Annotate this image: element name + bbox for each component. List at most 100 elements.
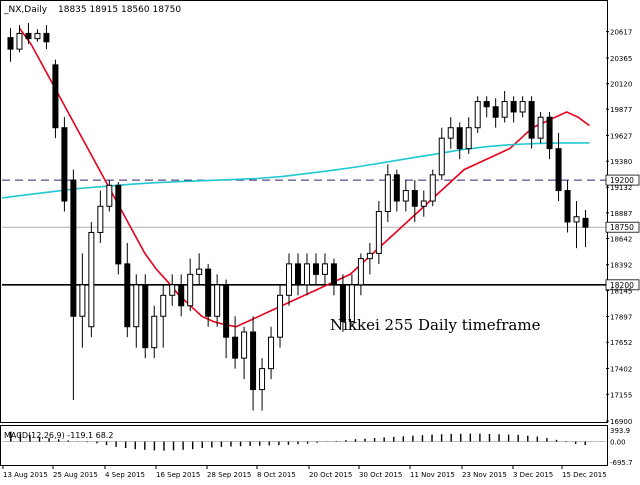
- candle-body: [259, 368, 266, 391]
- candle-body: [250, 331, 257, 391]
- candle-body: [16, 32, 23, 50]
- x-tick-label: 11 Nov 2015: [410, 471, 455, 479]
- candle-body: [124, 263, 131, 328]
- candle-body: [303, 263, 310, 286]
- y-tick-label: 20617: [610, 29, 632, 37]
- candle-body: [384, 174, 391, 212]
- candle-body: [546, 116, 553, 150]
- y-tick-label: 20120: [610, 81, 632, 89]
- candle-body: [286, 263, 293, 296]
- candle-body: [528, 101, 535, 139]
- x-tick-label: 28 Sep 2015: [207, 471, 251, 479]
- candle-body: [411, 190, 418, 207]
- candle-body: [241, 331, 248, 359]
- candle-body: [205, 268, 212, 317]
- candle-body: [142, 284, 149, 349]
- x-tick-label: 4 Sep 2015: [105, 471, 145, 479]
- current-price-box: [605, 221, 640, 233]
- chart-annotation: Nikkei 255 Daily timeframe: [330, 316, 541, 334]
- y-tick-label: 16900: [610, 418, 632, 426]
- candle-body: [232, 336, 239, 359]
- candle-body: [393, 174, 400, 202]
- candle-body: [34, 32, 41, 40]
- candle-body: [88, 231, 95, 328]
- x-tick-label: 8 Oct 2015: [257, 471, 296, 479]
- candle-body: [366, 252, 373, 260]
- candle-body: [429, 174, 436, 202]
- candle-body: [295, 263, 301, 286]
- candle-body: [43, 32, 50, 43]
- x-tick-label: 20 Oct 2015: [309, 471, 352, 479]
- candle-body: [133, 284, 140, 328]
- candle-body: [196, 268, 203, 275]
- candle-body: [456, 127, 463, 150]
- level-label-box: [605, 174, 640, 186]
- current-price-label: 18750: [610, 223, 634, 232]
- ma-fast-line: [18, 27, 590, 328]
- chart-header-symbol: _NX,Daily: [3, 5, 48, 15]
- candle-body: [420, 200, 427, 207]
- candle-body: [555, 148, 562, 192]
- candle-body: [7, 37, 14, 50]
- candle-body: [106, 184, 113, 207]
- macd-tick-label: -695.7: [610, 459, 633, 467]
- candle-body: [187, 273, 194, 307]
- candle-body: [537, 116, 544, 139]
- candle-body: [438, 137, 445, 176]
- y-tick-label: 17897: [610, 314, 632, 322]
- macd-label: MACD(12,26,9) -119.1 68.2: [4, 431, 113, 440]
- y-tick-label: 17155: [610, 391, 632, 399]
- level-label: 19200: [610, 176, 634, 185]
- y-tick-label: 18392: [610, 262, 632, 270]
- x-tick-label: 3 Dec 2015: [513, 471, 553, 479]
- candle-body: [97, 205, 104, 233]
- y-tick-label: 18145: [610, 288, 632, 296]
- x-tick-label: 23 Nov 2015: [462, 471, 507, 479]
- candle-body: [348, 284, 355, 322]
- x-tick-label: 16 Sep 2015: [156, 471, 200, 479]
- candle-body: [483, 101, 490, 108]
- ma-slow-line: [1, 142, 590, 199]
- candle-body: [151, 315, 158, 349]
- y-tick-label: 19627: [610, 132, 632, 140]
- level-label: 18200: [610, 281, 634, 290]
- candle-body: [564, 190, 571, 223]
- candle-body: [79, 284, 86, 317]
- candle-body: [268, 336, 275, 370]
- candle-body: [582, 217, 589, 228]
- candle-body: [61, 127, 68, 202]
- x-tick-label: 13 Aug 2015: [3, 471, 48, 479]
- candle-body: [115, 184, 122, 265]
- chart-header-ohlc: 18835 18915 18560 18750: [58, 5, 181, 15]
- y-tick-label: 19380: [610, 158, 632, 166]
- candle-body: [447, 127, 454, 139]
- x-tick-label: 30 Oct 2015: [359, 471, 402, 479]
- candle-body: [357, 258, 364, 286]
- candle-body: [492, 106, 499, 118]
- candle-body: [70, 179, 77, 317]
- y-tick-label: 17652: [610, 339, 632, 347]
- x-tick-label: 25 Aug 2015: [53, 471, 98, 479]
- candle-body: [330, 263, 337, 286]
- candle-body: [321, 263, 328, 275]
- candle-body: [214, 284, 221, 317]
- candle-body: [519, 101, 526, 113]
- candle-body: [169, 284, 176, 296]
- y-tick-label: 18642: [610, 236, 632, 244]
- candle-body: [402, 190, 409, 202]
- y-tick-label: 18887: [610, 210, 632, 218]
- candle-body: [25, 32, 32, 40]
- candle-body: [339, 284, 346, 322]
- candle-body: [178, 284, 185, 307]
- candle-body: [52, 64, 59, 129]
- candle-body: [474, 101, 481, 129]
- macd-tick-label: 393.9: [610, 427, 630, 435]
- candle-body: [375, 211, 382, 254]
- macd-tick-label: 0.00: [610, 439, 626, 447]
- y-tick-label: 20365: [610, 55, 632, 63]
- y-tick-label: 17402: [610, 365, 632, 373]
- candle-body: [312, 263, 319, 275]
- candle-body: [277, 294, 284, 338]
